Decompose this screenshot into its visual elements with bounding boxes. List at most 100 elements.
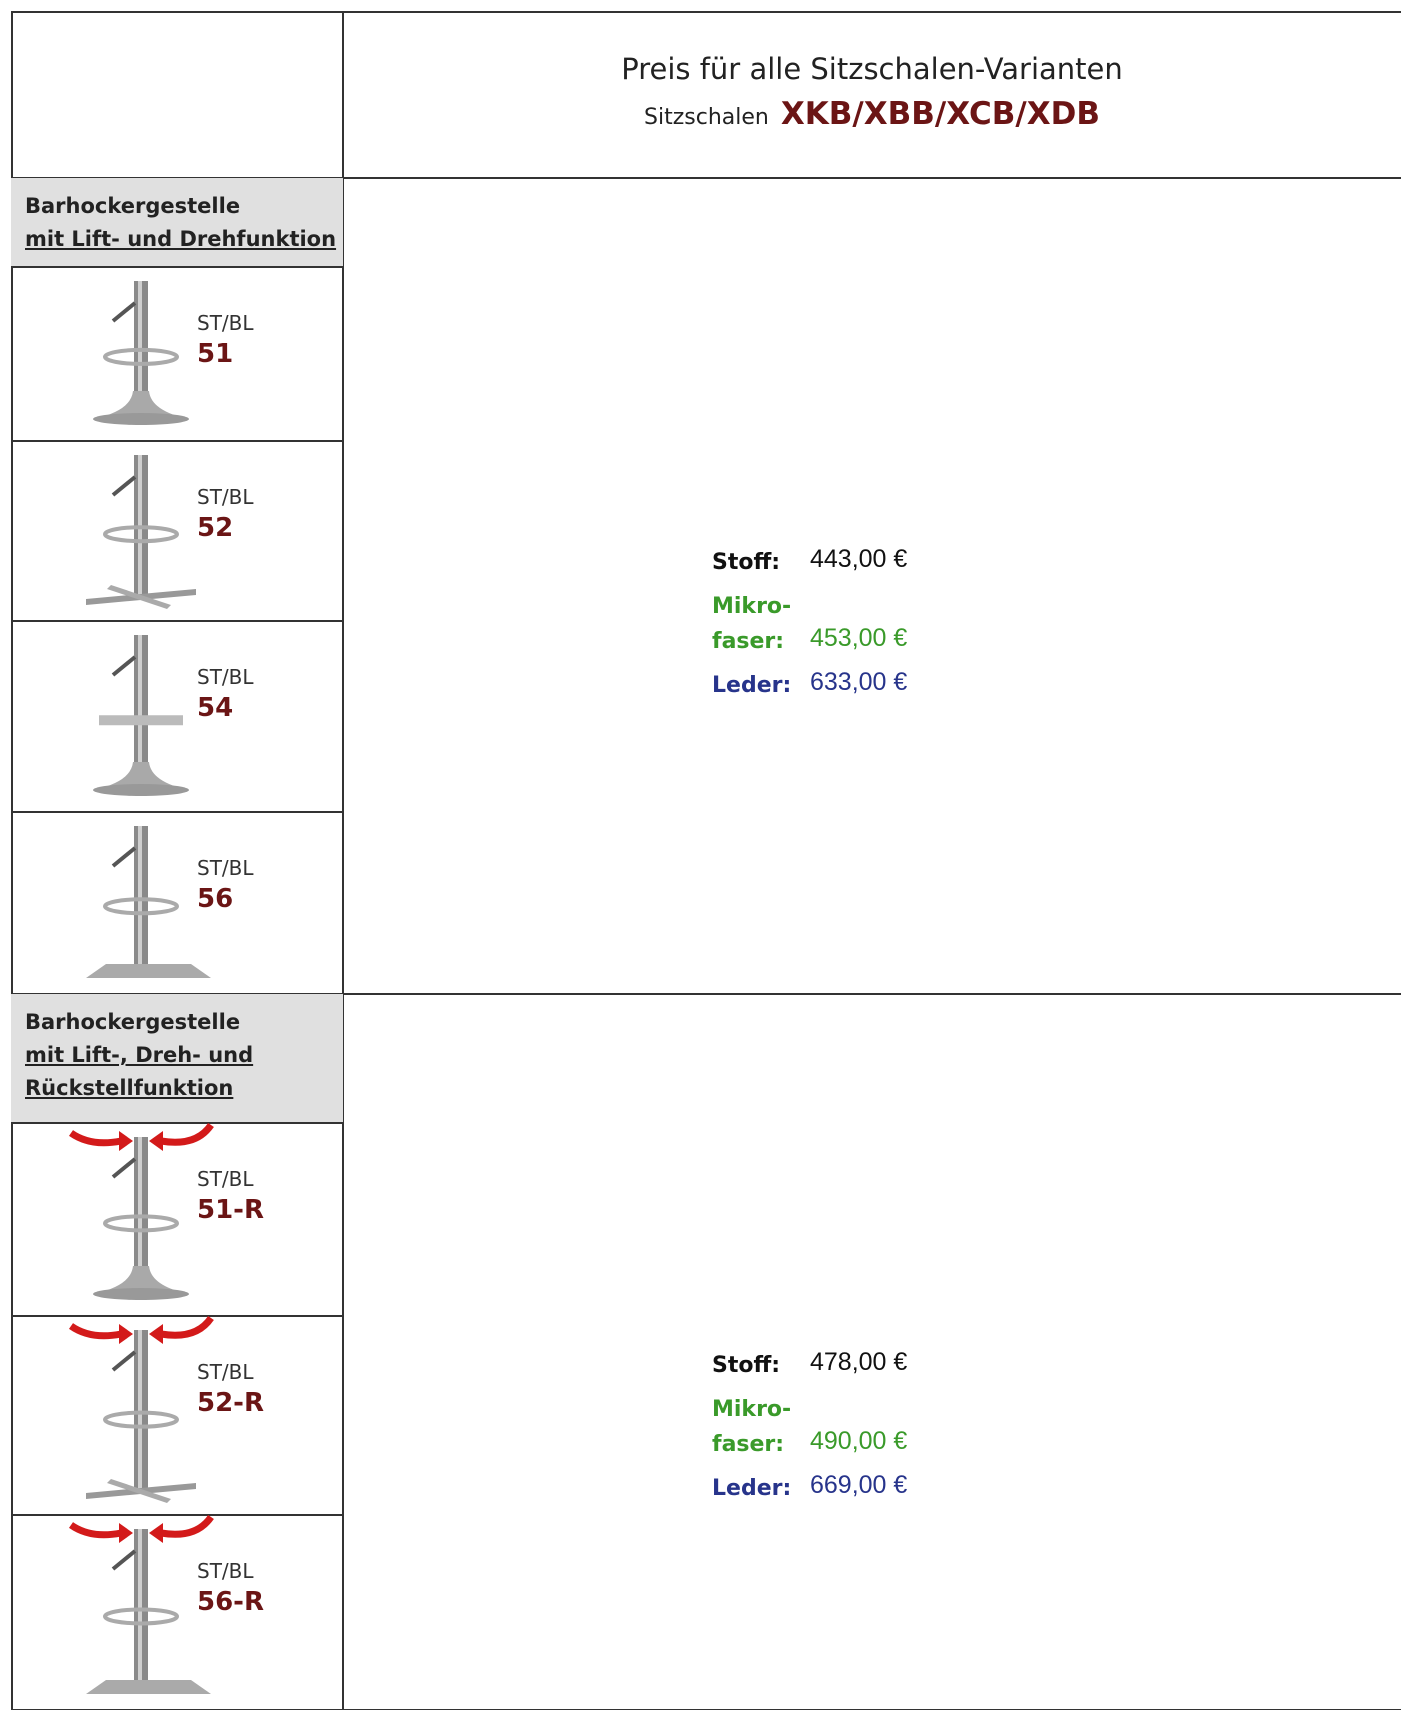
border bbox=[11, 620, 343, 622]
item-code: 52-R bbox=[197, 1388, 264, 1418]
price-value: 490,00 € bbox=[810, 1427, 908, 1455]
drawing-part bbox=[93, 413, 189, 425]
drawing-part bbox=[93, 391, 189, 419]
border bbox=[11, 1315, 343, 1317]
heading-line: mit Lift- und Drehfunktion bbox=[25, 227, 337, 251]
item-prefix: ST/BL bbox=[197, 311, 254, 335]
price-label: Stoff: bbox=[712, 550, 781, 575]
header-title: Preis für alle Sitzschalen-Varianten bbox=[621, 52, 1123, 86]
heading-line: Rückstellfunktion bbox=[25, 1076, 234, 1100]
drawing-part bbox=[111, 1549, 137, 1571]
drawing-part bbox=[93, 762, 189, 790]
stool-image bbox=[68, 1316, 214, 1503]
price-value: 453,00 € bbox=[810, 624, 908, 652]
drawing-part bbox=[103, 347, 179, 366]
item-cell: ST/BL 52 bbox=[11, 441, 342, 621]
drawing-part bbox=[111, 301, 137, 323]
item-code: 54 bbox=[197, 693, 234, 723]
heading-line: mit Lift-, Dreh- und bbox=[25, 1043, 254, 1067]
price-label: Leder: bbox=[712, 1476, 792, 1501]
drawing-part bbox=[111, 1157, 137, 1179]
drawing-part bbox=[103, 1410, 179, 1429]
item-prefix: ST/BL bbox=[197, 485, 254, 509]
stool-image bbox=[93, 635, 189, 796]
price-label: Mikro- faser: bbox=[712, 594, 792, 654]
drawing-part bbox=[149, 1131, 163, 1151]
subtitle-label: Sitzschalen bbox=[644, 105, 769, 130]
drawing-part bbox=[107, 585, 171, 609]
border bbox=[11, 266, 343, 268]
drawing-part bbox=[160, 1123, 214, 1146]
drawing-part bbox=[149, 1523, 163, 1543]
drawing-part bbox=[86, 964, 211, 978]
item-cell: ST/BL 51 bbox=[11, 267, 342, 441]
price-value: 478,00 € bbox=[810, 1348, 908, 1376]
price-label: Stoff: bbox=[712, 1353, 781, 1378]
drawing-part bbox=[160, 1515, 214, 1538]
drawing-part bbox=[111, 846, 137, 868]
drawing-part bbox=[103, 1214, 179, 1233]
drawing-part bbox=[111, 655, 137, 677]
item-prefix: ST/BL bbox=[197, 856, 254, 880]
price-value: 633,00 € bbox=[810, 668, 908, 696]
drawing-part bbox=[119, 1131, 133, 1151]
drawing-part bbox=[68, 1130, 122, 1147]
price-label: Mikro- faser: bbox=[712, 1397, 792, 1457]
drawing-part bbox=[160, 1316, 214, 1339]
drawing-part bbox=[68, 1323, 122, 1340]
border bbox=[11, 440, 343, 442]
drawing-part bbox=[68, 1522, 122, 1539]
item-prefix: ST/BL bbox=[197, 1360, 254, 1384]
section-heading: Barhockergestelle mit Lift- und Drehfunkt… bbox=[11, 178, 343, 267]
drawing-part bbox=[138, 635, 142, 790]
header-subtitle: Sitzschalen XKB/XBB/XCB/XDB bbox=[343, 96, 1401, 132]
item-prefix: ST/BL bbox=[197, 665, 254, 689]
drawing-part bbox=[119, 1523, 133, 1543]
heading-line: Barhockergestelle bbox=[25, 1010, 241, 1034]
heading-line: Barhockergestelle bbox=[25, 194, 241, 218]
border bbox=[11, 177, 1401, 179]
border bbox=[11, 11, 13, 1710]
stool-image bbox=[68, 1123, 214, 1300]
item-cell: ST/BL 51-R bbox=[11, 1123, 342, 1316]
price-value: 443,00 € bbox=[810, 545, 908, 573]
item-code: 56-R bbox=[197, 1587, 264, 1617]
section-heading: Barhockergestelle mit Lift-, Dreh- und Rüc… bbox=[11, 994, 343, 1123]
drawing-part bbox=[111, 475, 137, 497]
item-cell: ST/BL 56 bbox=[11, 812, 342, 994]
border bbox=[11, 11, 1401, 13]
drawing-part bbox=[111, 1350, 137, 1372]
item-code: 52 bbox=[197, 513, 234, 543]
drawing-part bbox=[119, 1324, 133, 1344]
item-cell: ST/BL 56-R bbox=[11, 1515, 342, 1710]
border bbox=[11, 811, 343, 813]
drawing-part bbox=[149, 1324, 163, 1344]
border bbox=[11, 993, 1401, 995]
drawing-part bbox=[103, 1607, 179, 1626]
drawing-part bbox=[93, 1288, 189, 1300]
border bbox=[11, 1122, 343, 1124]
border bbox=[11, 1514, 343, 1516]
drawing-part bbox=[93, 1266, 189, 1294]
stool-image bbox=[93, 281, 189, 425]
item-prefix: ST/BL bbox=[197, 1559, 254, 1583]
item-code: 51 bbox=[197, 339, 234, 369]
item-code: 56 bbox=[197, 884, 234, 914]
stool-image bbox=[86, 826, 211, 978]
drawing-part bbox=[99, 715, 183, 726]
item-code: 51-R bbox=[197, 1195, 264, 1225]
stool-image bbox=[68, 1515, 214, 1694]
drawing-part bbox=[107, 1479, 171, 1503]
price-value: 669,00 € bbox=[810, 1471, 908, 1499]
stool-image bbox=[86, 455, 196, 609]
models: XKB/XBB/XCB/XDB bbox=[780, 96, 1100, 132]
price-label: Leder: bbox=[712, 673, 792, 698]
drawing-part bbox=[103, 525, 179, 544]
drawing-part bbox=[93, 784, 189, 796]
drawing-part bbox=[86, 1680, 211, 1694]
item-cell: ST/BL 54 bbox=[11, 621, 342, 812]
border bbox=[342, 11, 344, 1710]
item-prefix: ST/BL bbox=[197, 1167, 254, 1191]
drawing-part bbox=[103, 897, 179, 916]
